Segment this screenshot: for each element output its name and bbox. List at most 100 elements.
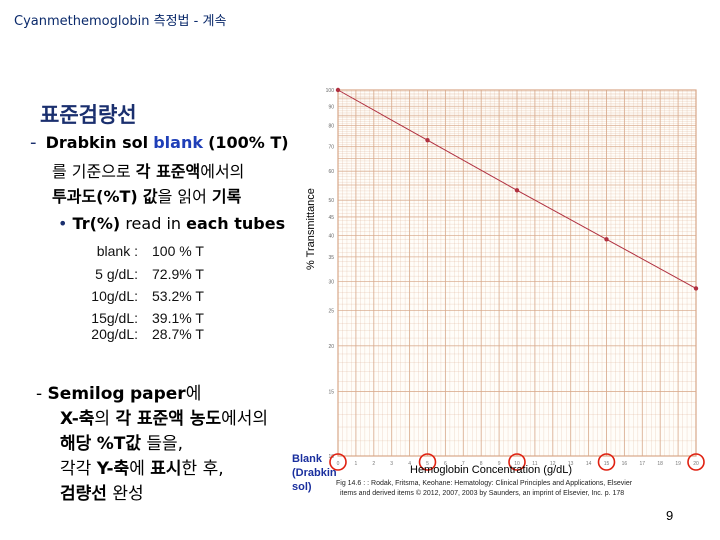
citation-line: Fig 14.6 : : Rodak, Fritsma, Keohane: He… [336, 480, 633, 487]
bullet-dot-icon: • [58, 214, 68, 233]
text-fragment: 표시 [150, 459, 182, 479]
x-tick-label: 12 [550, 461, 556, 467]
text-fragment: 각 표준액 [135, 162, 201, 181]
text-fragment: 에서의 [200, 162, 245, 181]
x-axis-label: Hemoglobin Concentration (g/dL) [410, 464, 573, 476]
data-point [425, 138, 430, 143]
blank-note: Blank (Drabkin sol) [292, 452, 337, 494]
text-fragment: 을 읽어 [157, 187, 207, 206]
y-tick-label: 100 [326, 88, 335, 94]
bullet-dash: - [30, 132, 37, 153]
text-fragment: %T값 [96, 434, 141, 454]
y-tick-label: 30 [328, 279, 334, 285]
text-fragment: 에서의 [221, 409, 269, 429]
text-fragment: 값 [142, 187, 158, 206]
y-tick-label: 70 [328, 145, 334, 151]
readings-table: blank : 100 % T 5 g/dL: 72.9% T 10g/dL: … [0, 0, 300, 342]
table-row-label: blank : [96, 243, 138, 259]
text-fragment: 를 기준으로 [52, 162, 131, 181]
text-fragment: Tr(%) [72, 214, 121, 233]
chart-grid [337, 89, 697, 457]
bullet-dash: - [36, 384, 43, 404]
x-tick-label: 18 [657, 461, 663, 467]
bullet2-line4: 각각 Y-축에 표시한 후, [60, 454, 224, 479]
x-tick-label: 17 [640, 461, 646, 467]
y-tick-label: 25 [328, 308, 334, 314]
text-fragment: 기록 [211, 187, 242, 206]
data-point [514, 188, 520, 193]
text-fragment: 에 [185, 384, 202, 404]
x-tick-label: 8 [480, 461, 483, 467]
table-row-value: 53.2% T [152, 288, 204, 304]
x-tick-label: 14 [586, 461, 592, 467]
y-tick-label: 35 [328, 255, 334, 261]
table-row-label: 10g/dL: [91, 288, 138, 304]
x-tick-label: 7 [462, 461, 465, 467]
drabkin-label: Drabkin sol [45, 133, 149, 152]
table-row-value: 72.9% T [152, 266, 204, 282]
y-tick-label: 45 [328, 215, 334, 221]
y-tick-label: 15 [328, 390, 334, 396]
bullet1-line1: - Drabkin sol blank (100% T) [30, 132, 289, 153]
text-fragment: 해당 [60, 434, 92, 454]
y-tick-label: 80 [328, 123, 334, 129]
slide-title: Cyanmethemoglobin 측정법 - 계속 [14, 14, 227, 29]
section-heading: 표준검량선 [40, 103, 137, 127]
tick-highlight-circle [597, 453, 616, 471]
x-tick-label: 0 [337, 461, 340, 467]
text-fragment: each tubes [186, 214, 286, 233]
y-tick-label: 60 [328, 169, 334, 175]
chart-tick-highlights [329, 453, 705, 471]
table-row-value: 39.1% T [152, 310, 204, 326]
text-fragment: paper [129, 384, 186, 404]
x-tick-label: 13 [568, 461, 574, 467]
tick-highlight-circle [329, 453, 347, 471]
tick-highlight-circle [508, 453, 526, 471]
text-fragment: 검량선 [60, 484, 107, 504]
x-tick-label: 9 [498, 461, 501, 467]
text-fragment: Y-축 [96, 459, 130, 479]
text-fragment: 에 [129, 459, 145, 479]
x-tick-label: 6 [444, 461, 447, 467]
text-fragment: 각 표준액 농도 [115, 409, 222, 429]
tick-highlight-circle [418, 453, 437, 471]
bullet2-line1: - Semilog paper에 [36, 379, 201, 404]
x-tick-label: 1 [355, 461, 358, 467]
y-axis-label: % Transmittance [305, 188, 317, 270]
y-tick-label: 20 [328, 344, 334, 350]
bullet2-line5: 검량선 완성 [60, 479, 144, 504]
transmittance-100-label: (100% T) [208, 133, 289, 152]
y-tick-label: 90 [328, 105, 334, 111]
x-tick-label: 16 [622, 461, 628, 467]
y-tick-label: 40 [328, 234, 334, 240]
sub-bullet: • Tr(%) read in each tubes [58, 214, 285, 233]
bullet2-line3: 해당 %T값 들을, [60, 429, 183, 454]
text-fragment: 의 [94, 409, 111, 429]
table-row-value: 28.7% T [152, 326, 204, 342]
text-fragment: Semilog [47, 384, 125, 404]
chart-series [335, 87, 699, 291]
blank-note-line: Blank [292, 453, 322, 465]
table-row-value: 100 % T [152, 243, 204, 259]
tick-highlight-circle [687, 453, 705, 471]
bullet1-line3: 투과도(%T) 값을 읽어 기록 [52, 183, 241, 207]
table-row-label: 15g/dL: [91, 310, 138, 326]
data-point [335, 87, 341, 93]
text-fragment: read in [125, 214, 182, 233]
x-tick-label: 10 [514, 461, 520, 467]
bullet2-line2: X-축의 각 표준액 농도에서의 [60, 404, 268, 429]
text-fragment: 각각 [60, 459, 92, 479]
table-row-label: 20g/dL: [91, 326, 138, 342]
y-tick-label: 50 [328, 198, 334, 204]
data-point [604, 237, 609, 242]
page-number: 9 [666, 508, 674, 523]
bullet1-line2: 를 기준으로 각 표준액에서의 [52, 158, 244, 182]
x-tick-label: 4 [408, 461, 411, 467]
text-fragment: 완성 [112, 484, 144, 504]
blank-label: blank [153, 133, 203, 152]
blank-note-line: sol) [292, 481, 312, 493]
x-tick-label: 19 [675, 461, 681, 467]
x-tick-label: 11 [532, 461, 537, 467]
